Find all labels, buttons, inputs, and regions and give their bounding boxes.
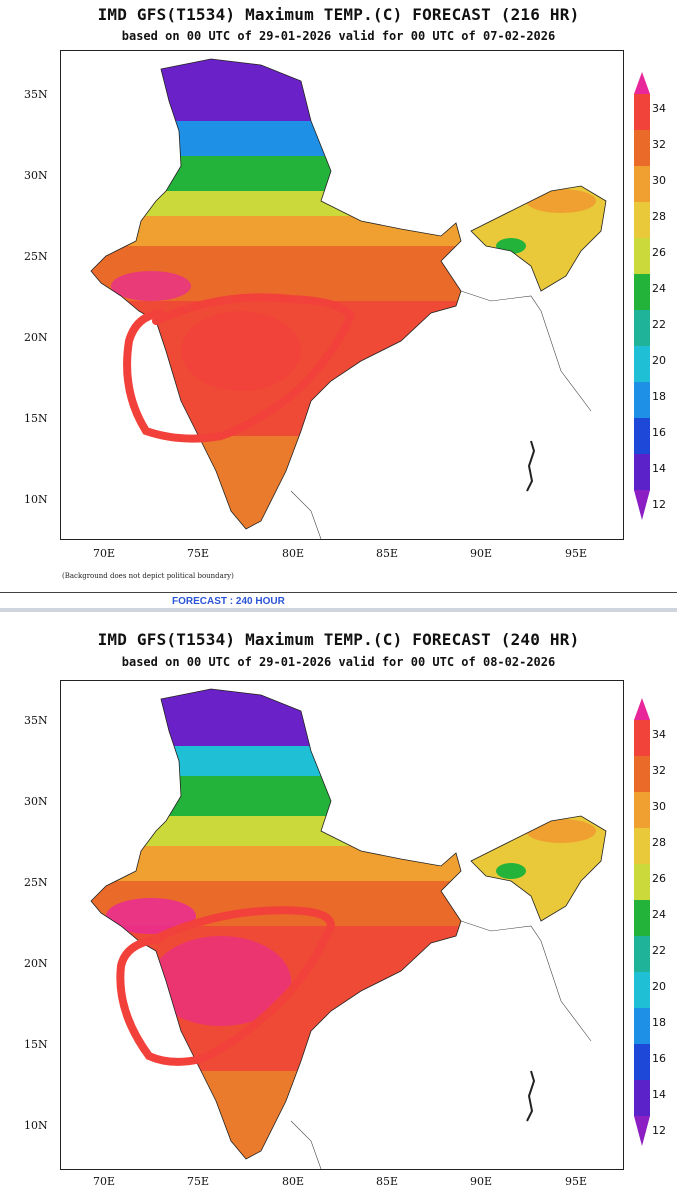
lon-label: 85E — [376, 1175, 399, 1188]
colorbar-tick: 14 — [652, 462, 666, 475]
colorbar-tick: 32 — [652, 138, 666, 151]
lat-label: 20N — [24, 957, 48, 970]
colorbar-tick: 26 — [652, 246, 666, 259]
colorbar-tick: 14 — [652, 1088, 666, 1101]
colorbar-tick: 22 — [652, 318, 666, 331]
annotation-loop — [123, 293, 356, 443]
map-subtitle: based on 00 UTC of 29-01-2026 valid for … — [121, 655, 556, 669]
boundary-note: (Background does not depict political bo… — [62, 572, 234, 580]
lon-label: 75E — [187, 1175, 210, 1188]
lat-label: 15N — [24, 1038, 48, 1051]
lon-label: 80E — [282, 1175, 305, 1188]
map-title: IMD GFS(T1534) Maximum TEMP.(C) FORECAST… — [97, 630, 580, 649]
panel-divider-bar — [0, 608, 677, 612]
lon-label: 70E — [93, 547, 116, 560]
colorbar-tick: 18 — [652, 390, 666, 403]
lat-label: 35N — [24, 88, 48, 101]
map-title: IMD GFS(T1534) Maximum TEMP.(C) FORECAST… — [97, 5, 580, 24]
forecast-hour-label: FORECAST : 240 HOUR — [172, 596, 285, 607]
colorbar-svg — [634, 72, 650, 520]
colorbar-tick: 18 — [652, 1016, 666, 1029]
colorbar-tick: 30 — [652, 174, 666, 187]
annotation-loop — [116, 906, 336, 1066]
lat-label: 10N — [24, 493, 48, 506]
colorbar-tick: 16 — [652, 1052, 666, 1065]
lon-label: 70E — [93, 1175, 116, 1188]
colorbar-tick: 34 — [652, 102, 666, 115]
forecast-panel-240hr: IMD GFS(T1534) Maximum TEMP.(C) FORECAST… — [0, 612, 677, 1200]
lat-label: 30N — [24, 169, 48, 182]
lon-label: 75E — [187, 547, 210, 560]
india-temperature-map-svg — [90, 58, 607, 539]
colorbar-tick: 28 — [652, 210, 666, 223]
lon-label: 80E — [282, 547, 305, 560]
colorbar-tick: 22 — [652, 944, 666, 957]
colorbar-tick: 34 — [652, 728, 666, 741]
lon-label: 95E — [565, 1175, 588, 1188]
lon-label: 90E — [470, 1175, 493, 1188]
colorbar-svg — [634, 698, 650, 1146]
lon-label: 85E — [376, 547, 399, 560]
lat-label: 25N — [24, 250, 48, 263]
colorbar-tick: 24 — [652, 282, 666, 295]
colorbar-tick: 32 — [652, 764, 666, 777]
colorbar-tick: 12 — [652, 498, 666, 511]
lat-label: 30N — [24, 795, 48, 808]
colorbar-tick: 24 — [652, 908, 666, 921]
india-temperature-map-svg — [90, 688, 607, 1169]
colorbar-tick: 28 — [652, 836, 666, 849]
lon-label: 95E — [565, 547, 588, 560]
lat-label: 25N — [24, 876, 48, 889]
temperature-map — [60, 50, 624, 540]
lat-label: 20N — [24, 331, 48, 344]
lon-label: 90E — [470, 547, 493, 560]
lat-label: 10N — [24, 1119, 48, 1132]
map-subtitle: based on 00 UTC of 29-01-2026 valid for … — [121, 29, 556, 43]
colorbar-tick: 20 — [652, 980, 666, 993]
panel-divider — [0, 592, 677, 593]
colorbar-tick: 16 — [652, 426, 666, 439]
colorbar-tick: 20 — [652, 354, 666, 367]
colorbar-tick: 26 — [652, 872, 666, 885]
temperature-map — [60, 680, 624, 1170]
forecast-panel-216hr: IMD GFS(T1534) Maximum TEMP.(C) FORECAST… — [0, 0, 677, 590]
lat-label: 35N — [24, 714, 48, 727]
colorbar-tick: 30 — [652, 800, 666, 813]
colorbar-tick: 12 — [652, 1124, 666, 1137]
lat-label: 15N — [24, 412, 48, 425]
